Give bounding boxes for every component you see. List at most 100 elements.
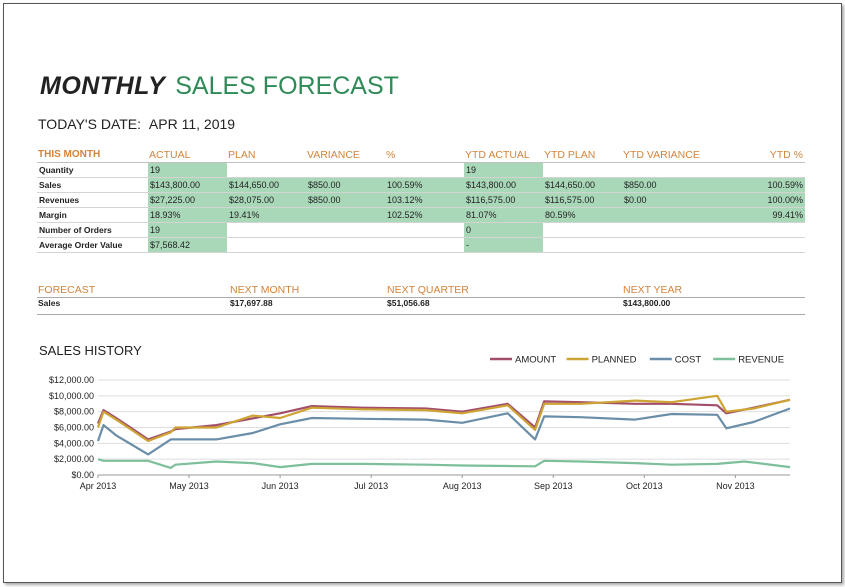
cell-pct	[385, 222, 464, 238]
cell-pct: 102.52%	[385, 207, 464, 223]
cell-ytd-variance	[622, 207, 701, 223]
forecast-row-label: Sales	[38, 298, 61, 308]
next-month-value: $17,697.88	[230, 298, 273, 308]
table-row: Sales $143,800.00 $144,650.00 $850.00 10…	[37, 177, 805, 193]
cell-variance: $850.00	[306, 177, 385, 193]
cell-ytd-pct	[701, 222, 805, 238]
series-line-cost	[96, 407, 791, 456]
cell-plan: $28,075.00	[227, 192, 306, 208]
cell-ytd-plan	[543, 162, 622, 178]
chart-title: SALES HISTORY	[39, 343, 142, 358]
x-tick-label: Jun 2013	[262, 481, 299, 491]
table-row: Revenues $27,225.00 $28,075.00 $850.00 1…	[37, 192, 805, 208]
header-this-month: THIS MONTH	[37, 147, 148, 163]
cell-ytd-variance	[622, 162, 701, 178]
header-actual: ACTUAL	[148, 147, 227, 163]
legend-label-revenue: REVENUE	[738, 355, 784, 366]
x-tick-label: Nov 2013	[716, 481, 755, 491]
y-tick-label: $12,000.00	[49, 375, 94, 385]
cell-ytd-actual: 0	[464, 222, 543, 238]
x-tick-label: May 2013	[169, 481, 209, 491]
cell-ytd-variance	[622, 237, 701, 253]
legend-label-amount: AMOUNT	[515, 355, 556, 366]
cell-plan: 19.41%	[227, 207, 306, 223]
page-frame	[3, 3, 842, 583]
monthly-metrics-table: THIS MONTH ACTUAL PLAN VARIANCE % YTD AC…	[37, 147, 805, 253]
cell-ytd-actual: 19	[464, 162, 543, 178]
series-line-revenue	[97, 458, 791, 470]
cell-ytd-actual: -	[464, 237, 543, 253]
series-line-planned	[96, 394, 791, 443]
next-quarter-value: $51,056.68	[387, 298, 430, 308]
x-tick-label: Jul 2013	[354, 481, 388, 491]
table-row: Margin 18.93% 19.41% 102.52% 81.07% 80.5…	[37, 207, 805, 223]
header-variance: VARIANCE	[306, 147, 385, 163]
cell-plan	[227, 162, 306, 178]
cell-actual: $27,225.00	[148, 192, 227, 208]
row-label: Revenues	[37, 192, 148, 208]
cell-ytd-plan: 80.59%	[543, 207, 622, 223]
cell-plan: $144,650.00	[227, 177, 306, 193]
x-tick-label: Aug 2013	[443, 481, 482, 491]
cell-ytd-actual: $143,800.00	[464, 177, 543, 193]
cell-actual: $7,568.42	[148, 237, 227, 253]
cell-variance	[306, 237, 385, 253]
cell-ytd-plan: $144,650.00	[543, 177, 622, 193]
x-tick-label: Oct 2013	[626, 481, 663, 491]
series-line-amount	[96, 398, 791, 441]
y-tick-label: $8,000.00	[54, 407, 94, 417]
cell-pct: 100.59%	[385, 177, 464, 193]
sales-history-chart: $0.00 $2,000.00 $4,000.00 $6,000.00 $8,000.0…	[49, 355, 791, 491]
cell-variance: $850.00	[306, 192, 385, 208]
cell-actual: 19	[148, 162, 227, 178]
next-month-header: NEXT MONTH	[230, 284, 300, 296]
title-rest: SALES FORECAST	[175, 72, 399, 100]
row-label: Average Order Value	[37, 237, 148, 253]
cell-actual: 18.93%	[148, 207, 227, 223]
next-year-header: NEXT YEAR	[623, 284, 683, 296]
cell-ytd-variance: $0.00	[622, 192, 701, 208]
cell-ytd-variance	[622, 222, 701, 238]
cell-ytd-pct: 100.00%	[701, 192, 805, 208]
metrics-header-row: THIS MONTH ACTUAL PLAN VARIANCE % YTD AC…	[37, 147, 805, 163]
cell-pct	[385, 237, 464, 253]
cell-variance	[306, 222, 385, 238]
table-row: Quantity 19 19	[37, 162, 805, 178]
title-bold: MONTHLY	[40, 72, 166, 100]
legend-label-cost: COST	[675, 355, 702, 366]
cell-ytd-plan	[543, 237, 622, 253]
cell-ytd-plan: $116,575.00	[543, 192, 622, 208]
page-title: MONTHLY SALES FORECAST	[40, 72, 399, 101]
cell-actual: $143,800.00	[148, 177, 227, 193]
forecast-section: FORECAST NEXT MONTH NEXT QUARTER NEXT YE…	[37, 284, 805, 315]
header-pct: %	[385, 147, 464, 163]
legend-label-planned: PLANNED	[592, 355, 637, 366]
cell-pct	[385, 162, 464, 178]
y-tick-label: $10,000.00	[49, 391, 94, 401]
cell-ytd-pct: 99.41%	[701, 207, 805, 223]
y-tick-label: $0.00	[71, 470, 94, 480]
row-label: Quantity	[37, 162, 148, 178]
header-ytd-variance: YTD VARIANCE	[622, 147, 701, 163]
forecast-divider	[37, 297, 805, 298]
cell-variance	[306, 207, 385, 223]
cell-ytd-pct	[701, 162, 805, 178]
y-tick-label: $2,000.00	[54, 454, 94, 464]
header-ytd-pct: YTD %	[701, 147, 805, 163]
cell-ytd-pct: 100.59%	[701, 177, 805, 193]
todays-date: TODAY'S DATE: APR 11, 2019	[38, 116, 235, 132]
cell-plan	[227, 237, 306, 253]
header-ytd-plan: YTD PLAN	[543, 147, 622, 163]
cell-plan	[227, 222, 306, 238]
cell-ytd-plan	[543, 222, 622, 238]
forecast-header: FORECAST	[38, 284, 96, 296]
next-year-value: $143,800.00	[623, 298, 671, 308]
table-row: Number of Orders 19 0	[37, 222, 805, 238]
table-row: Average Order Value $7,568.42 -	[37, 237, 805, 253]
cell-variance	[306, 162, 385, 178]
cell-ytd-pct	[701, 237, 805, 253]
x-tick-label: Apr 2013	[80, 481, 117, 491]
header-plan: PLAN	[227, 147, 306, 163]
header-ytd-actual: YTD ACTUAL	[464, 147, 543, 163]
cell-actual: 19	[148, 222, 227, 238]
